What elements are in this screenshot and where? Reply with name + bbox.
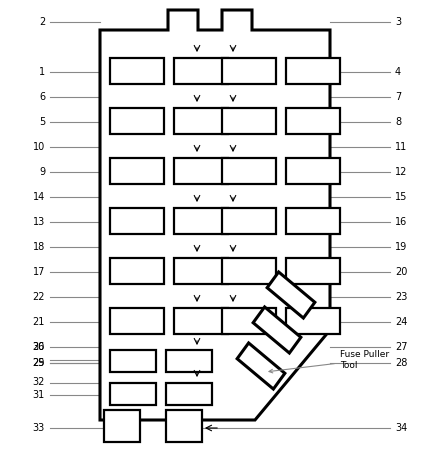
Text: 6: 6 bbox=[39, 92, 45, 102]
Bar bbox=[110, 158, 164, 184]
Text: 19: 19 bbox=[395, 242, 407, 252]
Text: 20: 20 bbox=[395, 267, 408, 277]
Bar bbox=[286, 258, 340, 284]
Bar bbox=[286, 208, 340, 234]
Bar bbox=[174, 158, 228, 184]
Bar bbox=[110, 383, 156, 405]
Text: 1: 1 bbox=[39, 67, 45, 77]
Bar bbox=[110, 308, 164, 334]
Text: 17: 17 bbox=[32, 267, 45, 277]
Bar bbox=[174, 58, 228, 84]
Text: 2: 2 bbox=[39, 17, 45, 27]
Text: 18: 18 bbox=[33, 242, 45, 252]
Bar bbox=[166, 350, 212, 372]
Bar bbox=[174, 108, 228, 134]
Bar bbox=[237, 343, 285, 389]
Text: 22: 22 bbox=[32, 292, 45, 302]
Bar bbox=[286, 158, 340, 184]
Bar bbox=[222, 258, 276, 284]
Bar bbox=[222, 308, 276, 334]
Bar bbox=[286, 308, 340, 334]
Bar bbox=[110, 208, 164, 234]
Text: 15: 15 bbox=[395, 192, 408, 202]
Bar bbox=[253, 307, 301, 353]
Bar bbox=[104, 410, 140, 442]
Text: 4: 4 bbox=[395, 67, 401, 77]
Bar bbox=[166, 410, 202, 442]
Bar bbox=[286, 58, 340, 84]
Bar bbox=[267, 272, 315, 318]
Text: 13: 13 bbox=[33, 217, 45, 227]
Text: 3: 3 bbox=[395, 17, 401, 27]
Text: 28: 28 bbox=[395, 358, 408, 368]
Polygon shape bbox=[100, 10, 330, 420]
Text: Fuse Puller
Tool: Fuse Puller Tool bbox=[269, 350, 389, 373]
Text: 7: 7 bbox=[395, 92, 401, 102]
Bar bbox=[222, 158, 276, 184]
Bar bbox=[110, 350, 156, 372]
Bar bbox=[174, 258, 228, 284]
Bar bbox=[222, 58, 276, 84]
Text: 12: 12 bbox=[395, 167, 408, 177]
Bar bbox=[286, 108, 340, 134]
Text: 11: 11 bbox=[395, 142, 407, 152]
Text: 29: 29 bbox=[32, 358, 45, 368]
Text: 30: 30 bbox=[33, 342, 45, 352]
Text: 16: 16 bbox=[395, 217, 407, 227]
Text: 24: 24 bbox=[395, 317, 408, 327]
Text: 25: 25 bbox=[32, 358, 45, 368]
Text: 33: 33 bbox=[33, 423, 45, 433]
Bar bbox=[110, 58, 164, 84]
Text: 27: 27 bbox=[395, 342, 408, 352]
Text: 14: 14 bbox=[33, 192, 45, 202]
Text: 10: 10 bbox=[33, 142, 45, 152]
Text: 34: 34 bbox=[395, 423, 407, 433]
Text: 26: 26 bbox=[32, 342, 45, 352]
Text: 9: 9 bbox=[39, 167, 45, 177]
Bar bbox=[174, 308, 228, 334]
Text: 32: 32 bbox=[32, 377, 45, 387]
Text: 23: 23 bbox=[395, 292, 408, 302]
Bar bbox=[174, 208, 228, 234]
Bar bbox=[166, 383, 212, 405]
Bar bbox=[110, 258, 164, 284]
Text: 21: 21 bbox=[32, 317, 45, 327]
Bar bbox=[222, 108, 276, 134]
Text: 5: 5 bbox=[39, 117, 45, 127]
Text: 31: 31 bbox=[33, 390, 45, 400]
Bar bbox=[110, 108, 164, 134]
Bar bbox=[222, 208, 276, 234]
Text: 8: 8 bbox=[395, 117, 401, 127]
